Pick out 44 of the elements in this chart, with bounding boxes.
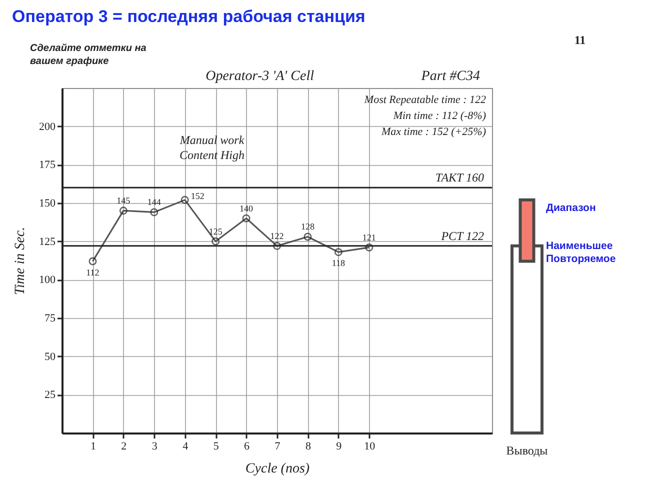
series-label: Диапазон [546, 202, 596, 214]
x-tick-label: 3 [152, 440, 158, 452]
x-tick-label: 9 [336, 440, 342, 452]
y-tick-label: 175 [39, 159, 56, 172]
x-tick-label: 8 [305, 440, 312, 452]
text: Сделайте отметки на вашем графике [30, 43, 147, 67]
x-tick-label: 2 [121, 440, 127, 452]
data-label: 112 [86, 267, 100, 278]
chart-subtitle: Operator-3 'A' Cell [206, 69, 314, 84]
x-tick-label: 4 [182, 440, 189, 452]
series-label: Наименьшее Повторяемое [546, 240, 616, 265]
chart-title: Оператор 3 = последняя рабочая станция [12, 7, 366, 26]
data-label: 145 [116, 196, 131, 206]
x-tick-label: 7 [274, 440, 281, 452]
annotation: Max time : 152 (+25%) [380, 126, 486, 138]
data-label: 144 [147, 197, 162, 208]
annotation: Most Repeatable time : 122 [363, 94, 486, 106]
y-tick-label: 150 [39, 198, 56, 210]
y-tick-label: 100 [39, 274, 56, 286]
x-tick-label: 1 [90, 440, 96, 452]
y-tick-label: 25 [44, 389, 56, 402]
y-tick-label: 125 [39, 236, 56, 248]
y-tick-label: 50 [44, 350, 56, 363]
x-axis-title: Cycle (nos) [245, 462, 310, 476]
y-tick-label: 200 [39, 120, 56, 133]
data-label: 118 [332, 258, 346, 268]
ref-line-label: TAKT 160 [435, 170, 484, 185]
data-label: 122 [270, 230, 284, 241]
x-tick-label: 10 [364, 440, 376, 452]
y-axis-title: Time in Sec. [13, 226, 28, 296]
x-tick-label: 5 [213, 440, 220, 452]
y-tick-label: 75 [44, 312, 56, 324]
data-label: 125 [208, 226, 223, 236]
data-label: 121 [362, 232, 376, 242]
text: Part #C34 [420, 69, 480, 84]
text: 11 [574, 33, 586, 47]
data-label: 128 [300, 222, 315, 232]
data-label: 140 [240, 203, 254, 214]
ref-line-label: PCT 122 [440, 228, 484, 243]
annotation: Manual work Content High [178, 133, 245, 162]
data-label: 152 [190, 190, 204, 201]
x-tick-label: Выводы [506, 444, 548, 458]
annotation: Min time : 112 (-8%) [392, 110, 486, 122]
x-tick-label: 6 [244, 440, 250, 452]
